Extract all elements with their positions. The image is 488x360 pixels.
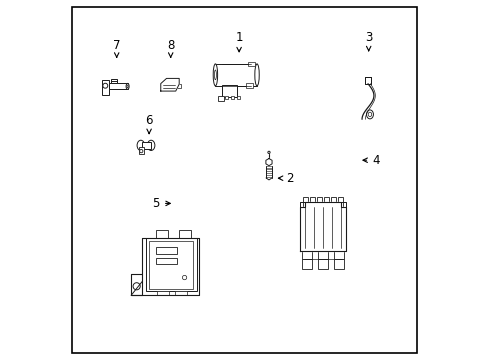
Circle shape xyxy=(102,83,107,88)
Bar xyxy=(323,197,328,207)
Ellipse shape xyxy=(147,140,155,150)
Circle shape xyxy=(189,286,195,292)
Circle shape xyxy=(182,275,186,280)
Bar xyxy=(245,84,253,88)
Bar xyxy=(175,84,181,87)
Bar xyxy=(301,260,311,269)
Bar xyxy=(248,62,254,66)
Bar xyxy=(141,142,151,149)
Bar xyxy=(155,247,177,254)
Polygon shape xyxy=(161,78,179,91)
Bar xyxy=(174,291,186,295)
Bar xyxy=(111,78,117,84)
Bar xyxy=(146,238,197,292)
Bar xyxy=(301,250,311,260)
Bar xyxy=(102,80,109,95)
Polygon shape xyxy=(265,158,271,166)
Bar xyxy=(318,250,327,260)
Bar xyxy=(334,260,344,269)
Text: 3: 3 xyxy=(364,31,372,51)
Bar xyxy=(215,64,257,86)
Bar xyxy=(364,77,370,84)
Bar xyxy=(330,197,336,207)
Text: 1: 1 xyxy=(235,31,243,52)
Text: 4: 4 xyxy=(362,154,379,167)
Bar xyxy=(179,230,191,238)
Bar xyxy=(309,197,314,207)
Bar xyxy=(237,96,240,99)
Bar xyxy=(338,197,343,207)
Text: 8: 8 xyxy=(167,39,174,58)
Bar xyxy=(316,197,322,207)
Ellipse shape xyxy=(137,140,144,150)
Circle shape xyxy=(133,283,140,290)
Text: 5: 5 xyxy=(152,197,170,210)
Bar xyxy=(157,291,168,295)
Bar xyxy=(109,84,127,89)
Bar xyxy=(302,197,307,207)
Bar xyxy=(231,96,234,99)
Circle shape xyxy=(140,149,142,153)
Ellipse shape xyxy=(367,112,371,117)
Ellipse shape xyxy=(213,64,217,86)
Bar xyxy=(218,96,224,100)
Text: 7: 7 xyxy=(113,39,120,58)
Ellipse shape xyxy=(366,110,373,119)
Polygon shape xyxy=(300,202,345,251)
Bar xyxy=(303,259,342,260)
Ellipse shape xyxy=(127,85,128,88)
Circle shape xyxy=(267,151,269,153)
Bar xyxy=(155,258,177,264)
Bar xyxy=(139,148,143,154)
Ellipse shape xyxy=(214,70,216,80)
Bar xyxy=(225,96,228,99)
Text: 2: 2 xyxy=(278,172,293,185)
Text: 6: 6 xyxy=(145,114,153,134)
Bar xyxy=(149,241,193,289)
Ellipse shape xyxy=(126,84,129,89)
Ellipse shape xyxy=(254,64,259,86)
Bar xyxy=(334,250,344,260)
Bar xyxy=(221,85,237,97)
Bar xyxy=(318,260,327,269)
Bar xyxy=(155,230,167,238)
